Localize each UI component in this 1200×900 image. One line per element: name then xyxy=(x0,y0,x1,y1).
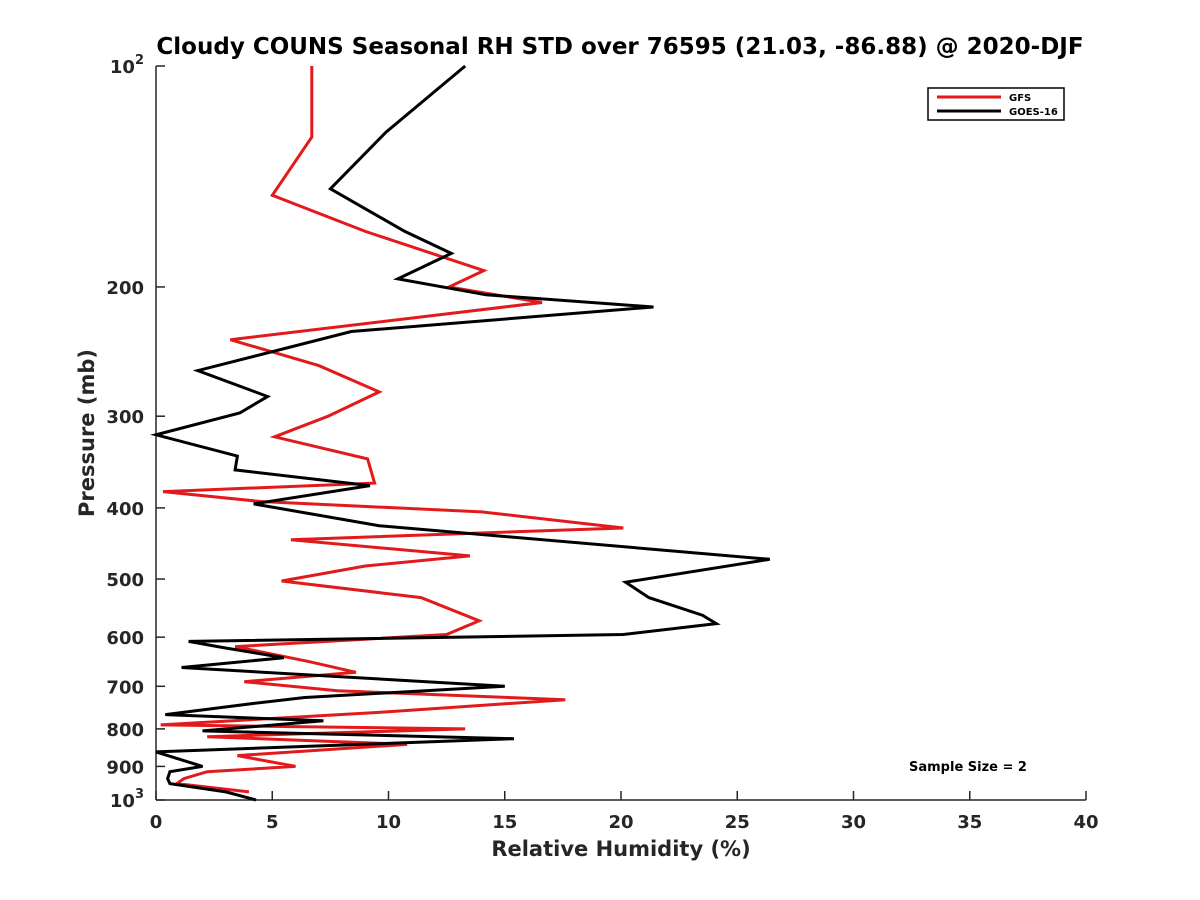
y-tick-label-base: 900 xyxy=(106,757,144,778)
legend: GFS GOES-16 xyxy=(927,87,1065,121)
y-tick-label-base: 300 xyxy=(106,407,144,428)
sample-size-annotation: Sample Size = 2 xyxy=(909,760,1027,775)
x-axis-label: Relative Humidity (%) xyxy=(491,837,750,861)
x-tick-label: 25 xyxy=(725,812,750,833)
legend-label-goes-16: GOES-16 xyxy=(1009,107,1058,118)
y-tick-label-base: 10 xyxy=(110,57,135,78)
x-tick-label: 30 xyxy=(841,812,866,833)
y-tick-label: 700 xyxy=(106,677,144,698)
series-line-goes-16 xyxy=(150,64,771,802)
y-tick-label: 300 xyxy=(106,407,144,428)
x-axis-ticks: 0 5 10 15 20 25 30 35 40 xyxy=(150,791,1099,833)
x-tick-label: 0 xyxy=(150,812,163,833)
legend-label-gfs: GFS xyxy=(1009,93,1031,104)
legend-box xyxy=(927,87,1065,121)
y-tick-label-base: 800 xyxy=(106,720,144,741)
x-tick-label: 15 xyxy=(492,812,517,833)
y-tick-label-base: 700 xyxy=(106,677,144,698)
y-tick-label-base: 200 xyxy=(106,278,144,299)
x-tick-label: 35 xyxy=(957,812,982,833)
y-tick-label-base: 600 xyxy=(106,628,144,649)
y-tick-label: 103 xyxy=(110,787,144,812)
y-tick-label: 600 xyxy=(106,628,144,649)
x-tick-label: 10 xyxy=(376,812,401,833)
series-line-gfs xyxy=(160,66,624,794)
y-tick-label: 200 xyxy=(106,278,144,299)
y-tick-label-base: 500 xyxy=(106,570,144,591)
x-tick-label: 20 xyxy=(608,812,633,833)
x-tick-label: 5 xyxy=(266,812,279,833)
y-tick-label-base: 400 xyxy=(106,499,144,520)
y-tick-label: 400 xyxy=(106,499,144,520)
chart-title: Cloudy COUNS Seasonal RH STD over 76595 … xyxy=(156,34,1083,60)
y-tick-label: 900 xyxy=(106,757,144,778)
y-tick-label: 500 xyxy=(106,570,144,591)
y-tick-label-exponent: 3 xyxy=(135,787,144,802)
y-tick-label: 102 xyxy=(110,53,144,78)
y-tick-label-base: 10 xyxy=(110,791,135,812)
y-tick-label: 800 xyxy=(106,720,144,741)
x-tick-label: 40 xyxy=(1073,812,1098,833)
series-layer xyxy=(150,64,771,802)
y-axis-label: Pressure (mb) xyxy=(75,349,99,517)
y-tick-label-exponent: 2 xyxy=(135,53,144,68)
